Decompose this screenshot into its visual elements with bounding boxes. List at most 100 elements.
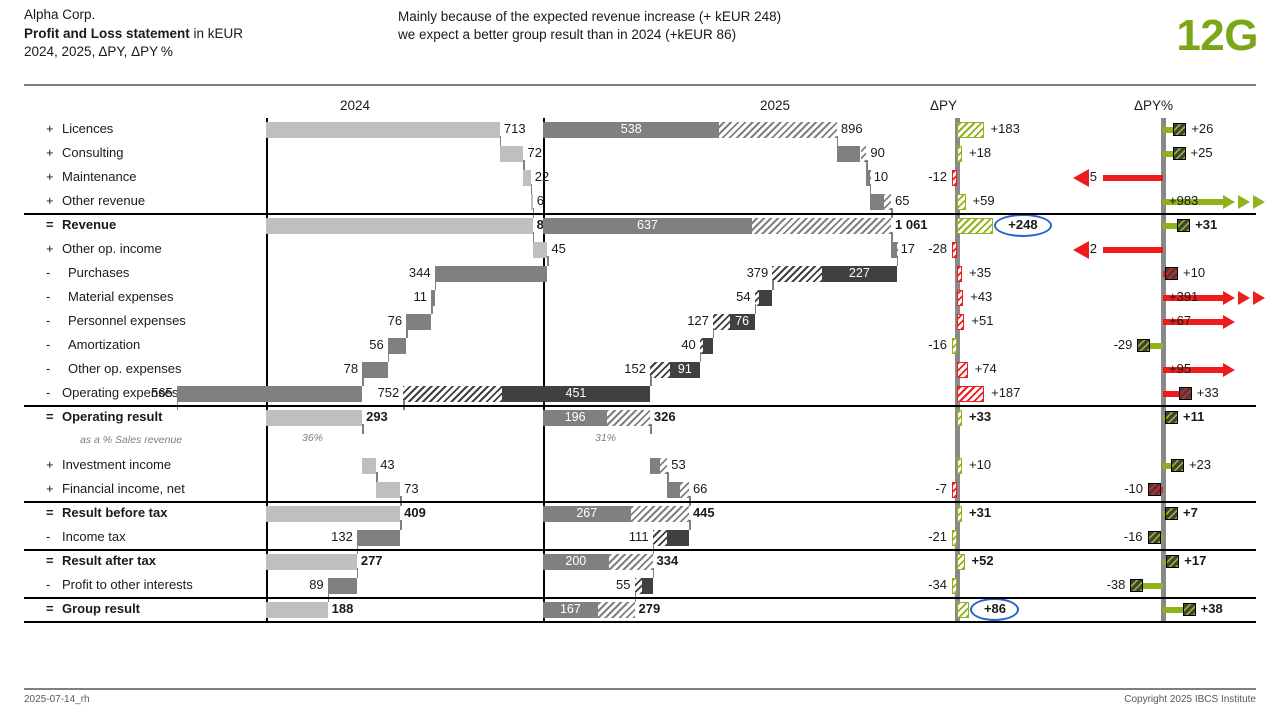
value-delta: -28 <box>928 241 947 256</box>
connector <box>896 256 899 266</box>
value-2025-total: 17 <box>900 241 916 256</box>
value-2025-total: 111 <box>628 529 649 544</box>
delta-pct-marker <box>1166 555 1180 568</box>
value-2024: 713 <box>503 121 526 136</box>
column-header-dpy-pct: ΔPY% <box>1134 98 1174 113</box>
connector <box>400 520 402 530</box>
row-label: + Maintenance <box>46 169 136 184</box>
axis-line <box>1161 430 1166 454</box>
row-sign: - <box>46 361 51 376</box>
value-delta-pct: -29 <box>1113 337 1133 352</box>
connector <box>712 328 715 338</box>
row-label-text: Group result <box>62 601 141 616</box>
delta-pct-marker <box>1165 507 1178 520</box>
bar-2025-actual <box>669 362 700 378</box>
value-2025-actual: 267 <box>576 506 598 520</box>
row-label: + Other op. income <box>46 241 162 256</box>
delta-bar-unfavorable <box>952 242 957 258</box>
value-2024: 89 <box>309 577 324 592</box>
bar-2025-actual <box>502 386 650 402</box>
table-row: - Profit to other interests 89 55 -34 -38 <box>0 574 1280 602</box>
value-delta-pct: +31 <box>1195 217 1218 232</box>
value-2025-total: 752 <box>377 385 400 400</box>
value-2025-actual: 200 <box>565 554 587 568</box>
value-2024: 43 <box>380 457 395 472</box>
page-header: Alpha Corp. Profit and Loss statement in… <box>0 0 1280 86</box>
table-row-total: = Result after tax 277 200 334 +52 +17 <box>0 550 1280 578</box>
row-label: + Investment income <box>46 457 171 472</box>
value-2025-total: 326 <box>653 409 676 424</box>
value-2025-actual: 76 <box>735 314 750 328</box>
connector <box>406 328 408 338</box>
value-2024: 73 <box>404 481 419 496</box>
overflow-arrow-icon <box>1253 291 1265 305</box>
bar-2025-actual <box>641 578 653 594</box>
table-row: - Purchases 344 227 379 +35 +10 <box>0 262 1280 290</box>
delta-pct-marker <box>1130 579 1144 592</box>
bar-2025-forecast <box>403 386 502 402</box>
bar-2025-forecast <box>869 170 871 186</box>
delta-pct-marker <box>1177 219 1191 232</box>
value-2025-actual: 451 <box>565 386 587 400</box>
value-delta-pct: +17 <box>1184 553 1207 568</box>
pct-sales-2025: 31% <box>595 432 617 444</box>
axis-line <box>1161 238 1166 262</box>
overflow-arrow-icon <box>1223 291 1235 305</box>
bar-2025-forecast <box>607 410 650 426</box>
value-delta-pct: +38 <box>1200 601 1223 616</box>
connector <box>836 136 839 146</box>
value-delta: +35 <box>969 265 992 280</box>
delta-bar-favorable <box>957 194 966 210</box>
pct-sales-2024: 36% <box>302 432 324 444</box>
axis-line <box>543 454 545 478</box>
delta-bar-favorable <box>957 122 984 138</box>
bar-2025-forecast <box>719 122 837 138</box>
row-sign: = <box>46 553 54 568</box>
connector <box>547 256 550 266</box>
row-label-text: Personnel expenses <box>68 313 186 328</box>
axis-line <box>543 526 545 550</box>
value-delta-pct: +10 <box>1183 265 1206 280</box>
value-2024: 293 <box>366 409 388 424</box>
bar-2024 <box>499 146 524 162</box>
value-2025-total: 55 <box>616 577 631 592</box>
column-header-2024: 2024 <box>340 98 371 113</box>
row-label-text: Income tax <box>62 529 126 544</box>
connector <box>699 352 702 362</box>
bar-2025-forecast <box>597 602 635 618</box>
value-2025-total: 66 <box>692 481 708 496</box>
bar-2025-actual <box>729 314 755 330</box>
value-delta: -7 <box>935 481 947 496</box>
axis-line <box>1161 166 1166 190</box>
value-delta-pct: +983 <box>1169 193 1199 208</box>
delta-pct-marker <box>1172 147 1186 160</box>
connector <box>667 472 669 482</box>
bar-2024 <box>406 314 431 330</box>
value-delta-pct: -38 <box>1106 577 1126 592</box>
row-label: - Profit to other interests <box>46 577 193 592</box>
axis-line <box>543 190 545 214</box>
table-row: - Material expenses 11 54 +43 +391 <box>0 286 1280 314</box>
value-2024: 409 <box>404 505 426 520</box>
axis-line <box>1161 526 1166 550</box>
column-header-dpy: ΔPY <box>930 98 958 113</box>
row-sign: = <box>46 409 54 424</box>
row-sign: + <box>46 121 54 136</box>
report-title: Profit and Loss statement in kEUR <box>24 25 243 44</box>
table-row: - Other op. expenses 78 91 152 +74 +95 <box>0 358 1280 386</box>
connector <box>499 136 502 146</box>
connector <box>891 232 893 242</box>
axis-line <box>1161 334 1166 358</box>
bar-2025-actual <box>543 602 598 618</box>
delta-pct-bar-unfavorable <box>1103 175 1163 181</box>
axis-line <box>543 310 545 334</box>
connector <box>754 304 757 314</box>
table-row: + Financial income, net 73 66 -7 -10 <box>0 478 1280 506</box>
bar-2024 <box>387 338 407 354</box>
report-title-main: Profit and Loss statement <box>24 25 190 41</box>
section-divider <box>24 597 1256 599</box>
connector <box>523 160 526 170</box>
delta-pct-bar-unfavorable <box>1103 247 1163 253</box>
axis-line <box>266 286 268 310</box>
row-label: + Licences <box>46 121 113 136</box>
